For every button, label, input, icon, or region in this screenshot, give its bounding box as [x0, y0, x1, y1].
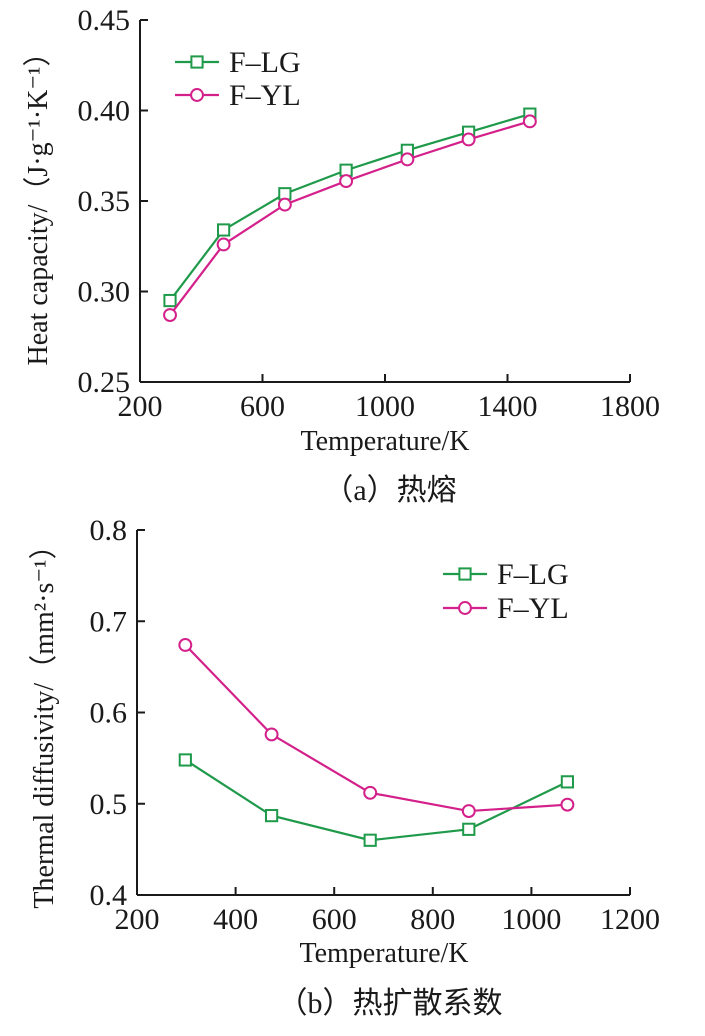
chart-a-series-f-yl-line: [169, 120, 531, 316]
chart-b-y-tick-label: 0.7: [90, 605, 128, 638]
chart-a-series-f-yl: [163, 114, 537, 322]
chart-a-y-ticks: 0.25 0.30 0.35 0.40 0.45: [78, 4, 148, 399]
chart-b-legend-entry-f-yl-marker: [458, 601, 472, 615]
chart-a-y-axis-label: Heat capacity/（J·g⁻¹·K⁻¹）: [22, 38, 54, 365]
chart-b-series-f-yl-point: [560, 797, 575, 812]
chart-a-x-tick-label: 1400: [478, 390, 538, 423]
chart-b-series-f-yl: [178, 638, 575, 818]
chart-a-series-f-yl-point: [277, 197, 292, 212]
chart-b-x-tick-label: 400: [213, 903, 258, 936]
chart-b-x-tick-label: 1200: [600, 903, 660, 936]
chart-a-series: [163, 107, 537, 322]
chart-a-series-f-yl-point: [522, 114, 537, 129]
chart-a-legend-entry-f-lg-label: F–LG: [229, 46, 301, 79]
chart-b-caption: （b）热扩散系数: [278, 987, 503, 1020]
chart-b-x-tick-label: 200: [115, 903, 160, 936]
chart-b-x-tick-label: 1000: [501, 903, 561, 936]
chart-a-legend-entry-f-yl: F–YL: [175, 79, 301, 112]
chart-b-legend: F–LGF–YL: [443, 558, 569, 625]
chart-b-x-axis-label: Temperature/K: [299, 938, 468, 969]
chart-a-y-tick-label: 0.35: [78, 185, 131, 218]
chart-b-y-tick-label: 0.5: [90, 788, 128, 821]
chart-b-series-f-lg-point: [363, 833, 377, 847]
chart-b-series-f-lg: [178, 753, 574, 847]
chart-b-y-ticks: 0.4 0.5 0.6 0.7 0.8: [90, 514, 145, 912]
chart-b-series-f-yl-point: [264, 727, 279, 742]
chart-a-y-tick-label: 0.25: [78, 366, 131, 399]
chart-b-legend-entry-f-lg: F–LG: [443, 558, 569, 591]
chart-b-legend-entry-f-yl-label: F–YL: [497, 592, 569, 625]
chart-b-series-f-yl-point: [178, 638, 193, 652]
chart-a-y-tick-label: 0.45: [78, 4, 131, 37]
chart-b-legend-entry-f-lg-marker: [458, 567, 472, 581]
chart-b-x-tick-label: 800: [410, 903, 455, 936]
chart-a-x-tick-label: 600: [240, 390, 285, 423]
chart-a-series-f-yl-point: [339, 174, 354, 189]
chart-a-series-f-yl-point: [400, 152, 415, 167]
chart-b-series-f-lg-point: [462, 822, 476, 836]
chart-a-y-tick-label: 0.30: [78, 276, 131, 309]
chart-b-thermal-diffusivity: 0.4 0.5 0.6 0.7 0.8 200 400 600 800 1000 1200 F–L…: [28, 514, 660, 1020]
chart-b-y-tick-label: 0.4: [90, 879, 128, 912]
chart-b-series-f-lg-point: [178, 753, 192, 767]
chart-b-series-f-lg-line: [184, 759, 568, 842]
chart-b-x-ticks: 200 400 600 800 1000 1200: [115, 887, 660, 936]
chart-a-series-f-lg-point: [163, 293, 177, 308]
chart-a-legend-entry-f-yl-marker: [190, 88, 204, 102]
chart-a-series-f-yl-point: [163, 308, 177, 322]
chart-b-series-f-yl-line: [184, 644, 568, 813]
chart-b-series-f-lg-point: [264, 809, 279, 823]
chart-a-series-f-lg: [163, 107, 537, 308]
chart-b-legend-entry-f-yl: F–YL: [443, 592, 569, 625]
chart-a-legend-entry-f-lg-marker: [190, 55, 204, 69]
chart-b-series-f-yl-point: [363, 785, 378, 800]
chart-a-x-tick-label: 200: [118, 390, 163, 423]
chart-b-x-tick-label: 600: [312, 903, 357, 936]
chart-a-x-tick-label: 1000: [355, 390, 415, 423]
chart-a-series-f-lg-line: [169, 113, 531, 302]
chart-b-series-f-yl-point: [461, 804, 476, 818]
chart-b-series-f-lg-point: [560, 775, 574, 789]
chart-a-legend-entry-f-lg: F–LG: [175, 46, 301, 79]
chart-a-legend: F–LGF–YL: [175, 46, 301, 112]
chart-a-legend-entry-f-yl-label: F–YL: [229, 79, 301, 112]
chart-a-series-f-yl-point: [216, 237, 231, 252]
chart-a-x-ticks: 200 600 1000 1400 1800: [118, 374, 660, 423]
chart-b-series: [178, 638, 575, 847]
chart-a-caption: （a）热熔: [323, 474, 456, 507]
chart-b-y-tick-label: 0.8: [90, 514, 128, 547]
chart-b-y-axis-label: Thermal diffusivity/（mm²·s⁻¹）: [28, 531, 60, 908]
chart-a-series-f-lg-point: [217, 223, 231, 237]
chart-a-series-f-yl-point: [461, 132, 476, 147]
chart-b-y-tick-label: 0.6: [90, 697, 128, 730]
chart-a-heat-capacity: 0.250.300.350.400.45 200 600 1000 1400 1800 …: [22, 4, 660, 507]
chart-a-x-tick-label: 1800: [600, 390, 660, 423]
chart-a-x-axis-label: Temperature/K: [300, 426, 469, 457]
chart-a-y-tick-label: 0.40: [78, 95, 131, 128]
chart-b-legend-entry-f-lg-label: F–LG: [497, 558, 569, 591]
